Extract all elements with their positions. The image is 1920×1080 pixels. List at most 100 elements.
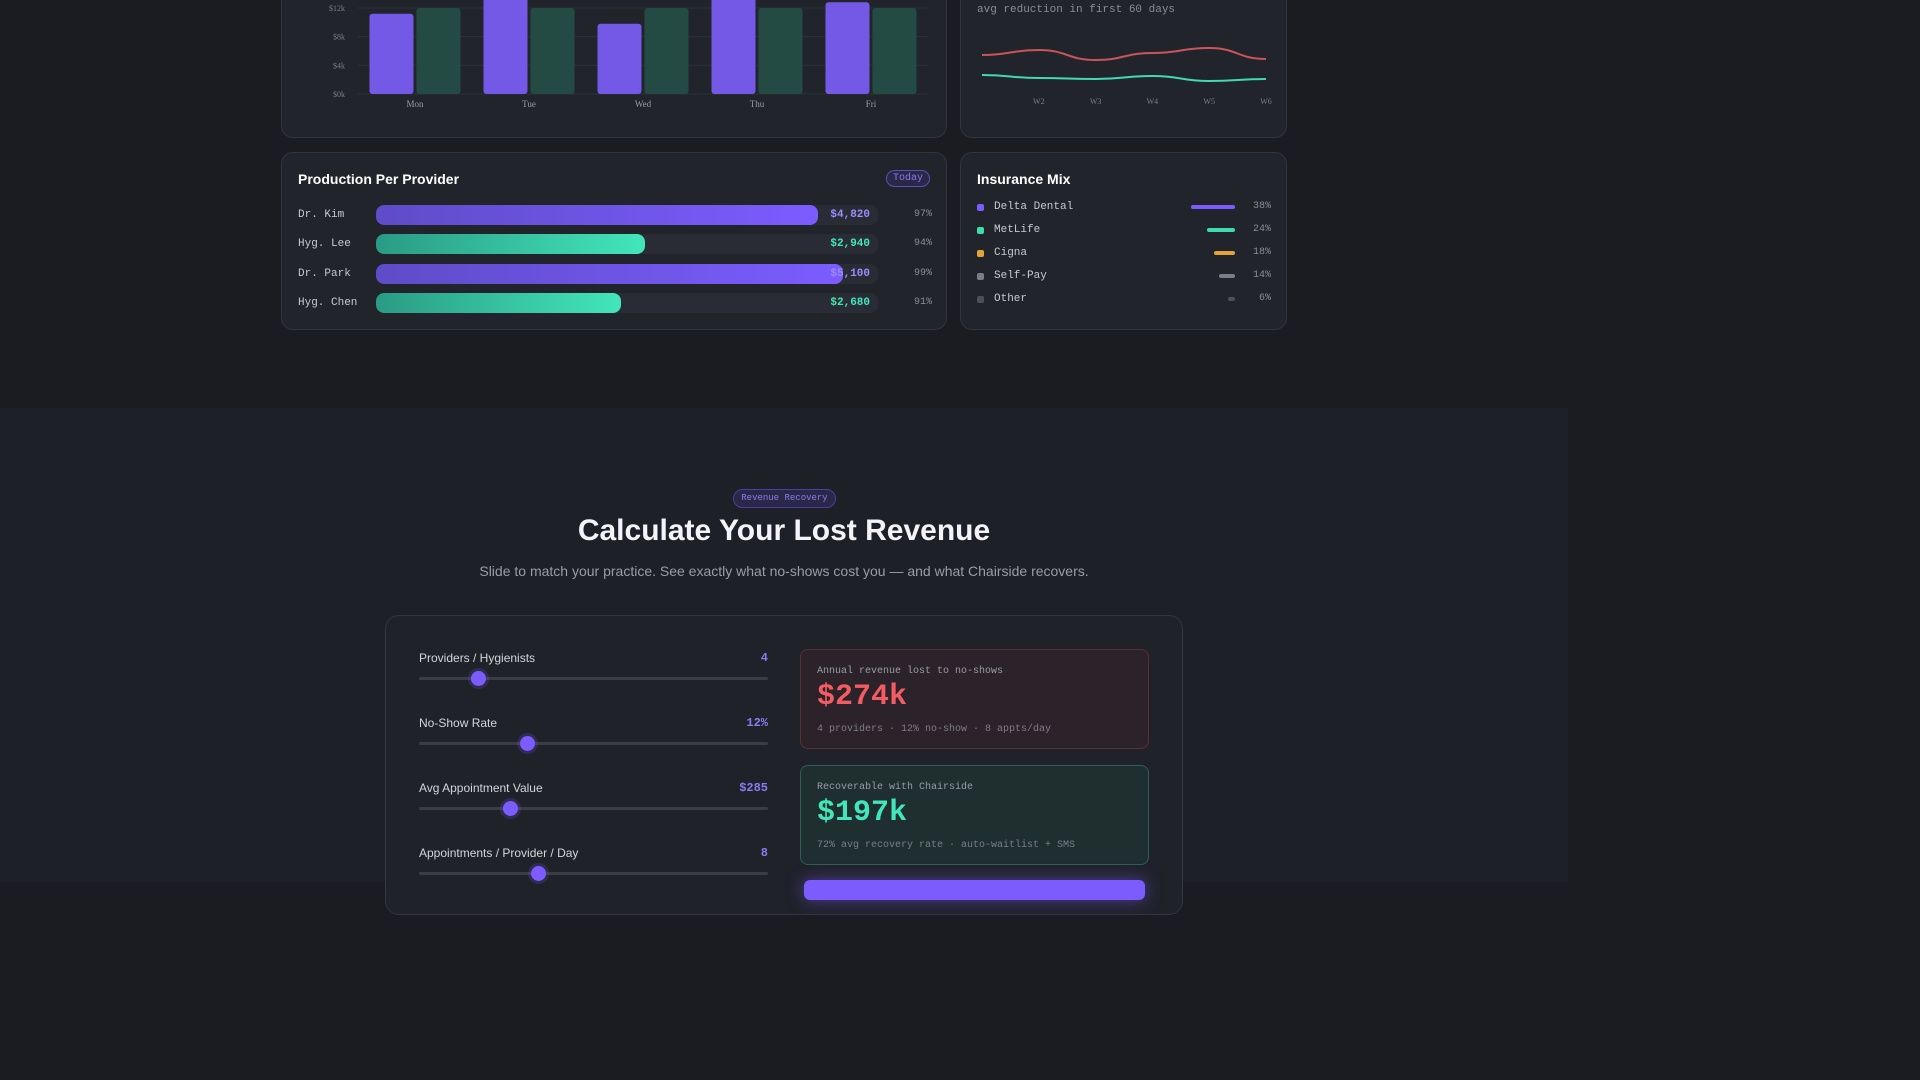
revenue-bar (369, 13, 414, 94)
cta-button[interactable] (804, 880, 1145, 900)
slider-value: 4 (760, 651, 768, 665)
slider-value: 8 (760, 846, 768, 860)
slider-track[interactable] (419, 677, 768, 680)
slider-track[interactable] (419, 807, 768, 810)
target-bar (644, 8, 689, 94)
provider-name: Dr. Park (298, 268, 351, 280)
provider-percent: 94% (913, 238, 932, 249)
loss-detail: 4 providers · 12% no-show · 8 appts/day (817, 724, 1052, 735)
no-show-trend-card: avg reduction in first 60 days W2 W3 W4 W5 W… (960, 0, 1287, 138)
revenue-bar (597, 23, 642, 95)
provider-row: Dr. Kim $4,820 97% (298, 205, 932, 225)
y-tick-label: $12k (329, 4, 345, 13)
section-title: Calculate Your Lost Revenue (577, 514, 991, 547)
slider-track[interactable] (419, 742, 768, 745)
no-show-rate-slider: No-Show Rate 12% (419, 716, 768, 760)
provider-card-title: Production Per Provider (298, 171, 460, 187)
legend-swatch (977, 227, 984, 234)
provider-value: $4,820 (830, 209, 870, 221)
production-per-provider-card: Production Per Provider Today Dr. Kim $4… (281, 152, 947, 330)
provider-name: Dr. Kim (298, 209, 345, 221)
revenue-bar (483, 0, 528, 94)
daily-revenue-bar-chart: $0k $4k $8k $12k Mon Tue Wed Thu Fri (329, 0, 928, 109)
x-tick-label: Fri (866, 99, 877, 109)
provider-row: Hyg. Lee $2,940 94% (298, 234, 932, 254)
slider-thumb[interactable] (471, 671, 487, 686)
trend-subtitle: avg reduction in first 60 days (977, 4, 1176, 16)
provider-name: Hyg. Chen (298, 297, 358, 309)
target-bar (872, 8, 917, 94)
provider-bar-fill (376, 293, 621, 313)
x-tick-label: W4 (1147, 97, 1159, 106)
legend-swatch (977, 250, 984, 257)
target-bar (758, 8, 803, 94)
loss-amount: $274k (817, 680, 908, 714)
target-bar (416, 8, 461, 94)
slider-value: $285 (739, 781, 768, 795)
x-tick-label: W3 (1090, 97, 1102, 106)
slider-thumb[interactable] (530, 866, 546, 881)
insurance-percent: 6% (1258, 293, 1271, 304)
slider-thumb[interactable] (502, 801, 518, 816)
x-tick-label: W6 (1260, 97, 1272, 106)
no-show-trend-line-chart: W2 W3 W4 W5 W6 (981, 46, 1272, 106)
provider-bar-fill (376, 234, 645, 254)
section-badge: Revenue Recovery (733, 489, 836, 508)
x-tick-label: Mon (406, 99, 424, 109)
insurance-row: Self-Pay 14% (977, 270, 1271, 284)
provider-value: $2,680 (830, 297, 870, 309)
provider-percent: 99% (913, 268, 932, 279)
insurance-name: Delta Dental (994, 201, 1074, 213)
provider-bar-fill (376, 205, 818, 225)
appointments-per-day-slider: Appointments / Provider / Day 8 (419, 846, 768, 890)
providers-slider: Providers / Hygienists 4 (419, 651, 768, 695)
legend-swatch (977, 204, 984, 211)
insurance-share-bar (1207, 228, 1235, 232)
revenue-bar (711, 0, 756, 94)
provider-bar-track: $2,680 (376, 293, 878, 313)
insurance-name: Other (994, 293, 1028, 305)
today-badge[interactable]: Today (885, 170, 930, 187)
y-tick-label: $0k (333, 90, 345, 99)
recover-amount: $197k (817, 796, 908, 830)
x-tick-label: Thu (750, 99, 765, 109)
trend-line (981, 74, 1267, 83)
insurance-mix-card: Insurance Mix Delta Dental 38% MetLife 2… (960, 152, 1287, 330)
provider-row: Hyg. Chen $2,680 91% (298, 293, 932, 313)
legend-swatch (977, 296, 984, 303)
insurance-row: Other 6% (977, 293, 1271, 307)
insurance-name: Cigna (994, 247, 1028, 259)
slider-label: Providers / Hygienists (419, 651, 536, 665)
slider-label: Appointments / Provider / Day (419, 846, 579, 860)
slider-track[interactable] (419, 872, 768, 875)
provider-bar-fill (376, 264, 843, 284)
insurance-share-bar (1228, 297, 1235, 301)
provider-value: $5,100 (830, 268, 870, 280)
slider-value: 12% (746, 716, 768, 730)
slider-label: Avg Appointment Value (419, 781, 543, 795)
provider-bar-track: $2,940 (376, 234, 878, 254)
x-tick-label: W5 (1203, 97, 1215, 106)
insurance-percent: 38% (1252, 201, 1271, 212)
provider-percent: 97% (913, 209, 932, 220)
insurance-percent: 24% (1252, 224, 1271, 235)
provider-bar-track: $4,820 (376, 205, 878, 225)
slider-thumb[interactable] (520, 736, 536, 751)
insurance-row: Delta Dental 38% (977, 201, 1271, 215)
x-tick-label: Tue (522, 99, 536, 109)
section-subtitle: Slide to match your practice. See exactl… (479, 563, 1089, 579)
insurance-share-bar (1191, 205, 1235, 209)
insurance-row: Cigna 18% (977, 247, 1271, 261)
provider-row: Dr. Park $5,100 99% (298, 264, 932, 284)
loss-label: Annual revenue lost to no-shows (817, 666, 1004, 677)
insurance-name: MetLife (994, 224, 1041, 236)
trend-line (981, 46, 1267, 62)
insurance-card-title: Insurance Mix (977, 171, 1071, 187)
insurance-percent: 14% (1252, 270, 1271, 281)
insurance-share-bar (1214, 251, 1235, 255)
provider-name: Hyg. Lee (298, 238, 351, 250)
insurance-row: MetLife 24% (977, 224, 1271, 238)
recoverable-panel: Recoverable with Chairside $197k 72% avg… (800, 765, 1149, 865)
x-tick-label: W2 (1033, 97, 1045, 106)
recover-label: Recoverable with Chairside (817, 782, 974, 793)
